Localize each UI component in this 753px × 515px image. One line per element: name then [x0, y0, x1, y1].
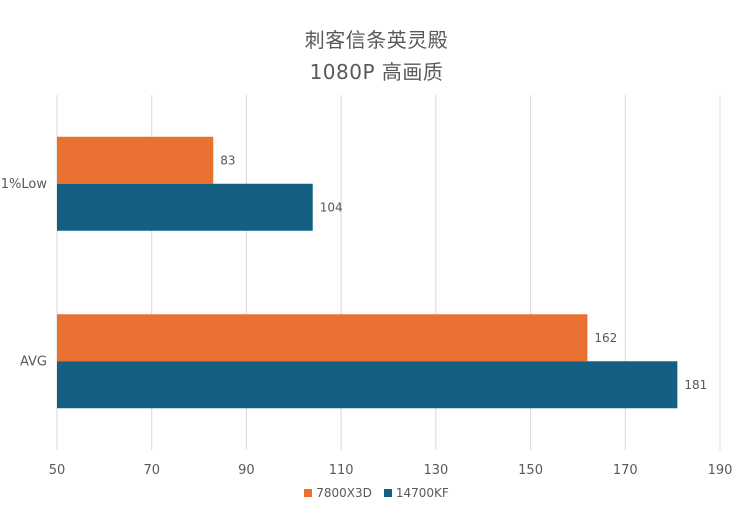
bar [57, 136, 214, 184]
data-label: 83 [220, 153, 235, 167]
bar [57, 361, 678, 409]
x-tick-label: 170 [613, 463, 638, 478]
legend-item-14700kf: 14700KF [383, 486, 449, 500]
category-label: AVG [20, 354, 47, 369]
legend-swatch-14700kf [383, 489, 392, 497]
x-tick-label: 90 [238, 463, 255, 478]
x-tick-label: 150 [518, 463, 543, 478]
legend-item-7800x3d: 7800X3D [304, 486, 372, 500]
legend: 7800X3D 14700KF [0, 486, 753, 500]
data-label: 162 [594, 331, 617, 345]
x-tick-label: 130 [423, 463, 448, 478]
legend-label-14700kf: 14700KF [395, 486, 449, 500]
legend-label-7800x3d: 7800X3D [316, 486, 372, 500]
data-label: 181 [684, 378, 707, 392]
x-tick-label: 110 [329, 463, 354, 478]
bar [57, 314, 588, 362]
x-tick-label: 50 [49, 463, 66, 478]
category-label: 1%Low [1, 177, 48, 192]
chart-subtitle: 1080P 高画质 [309, 60, 444, 84]
x-tick-label: 190 [708, 463, 733, 478]
data-label: 104 [320, 200, 343, 214]
legend-swatch-7800x3d [304, 489, 313, 497]
bar [57, 183, 313, 231]
chart-title: 刺客信条英灵殿 [304, 28, 449, 52]
x-tick-label: 70 [143, 463, 160, 478]
